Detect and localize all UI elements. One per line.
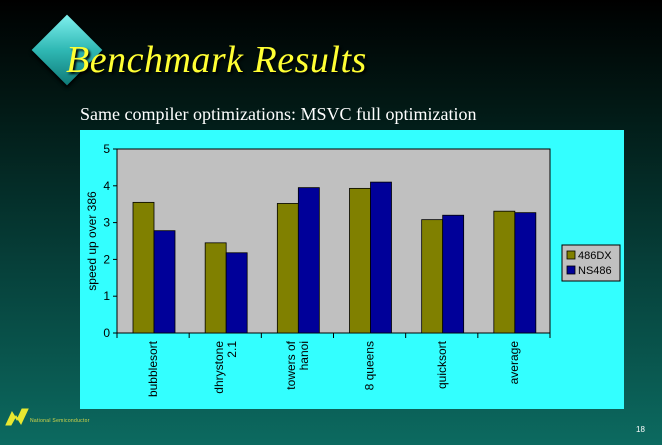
slide-subtitle: Same compiler optimizations: MSVC full o… (80, 104, 477, 124)
bar-chart: 0 1 2 3 4 5 speed up over 386 bubblesort dhrysto… (85, 142, 621, 397)
bar (225, 252, 248, 334)
national-semiconductor-logo-icon (5, 408, 29, 426)
x-tick-label: 2.1 (225, 341, 239, 358)
bar (493, 210, 516, 334)
bar (514, 212, 537, 334)
bar (132, 201, 155, 334)
legend-label: NS486 (578, 265, 612, 277)
y-tick-label: 4 (103, 179, 110, 193)
x-tick-label: dhrystone (212, 341, 226, 394)
bar (153, 230, 176, 334)
bar (421, 219, 444, 334)
legend-swatch (566, 265, 576, 275)
legend-swatch (566, 250, 576, 260)
bar (204, 242, 227, 334)
x-tick-label-group: average (507, 341, 521, 385)
x-tick-label: 8 queens (363, 341, 377, 390)
x-tick-label: hanoi (297, 341, 311, 370)
x-tick-label: towers of (284, 340, 298, 389)
footer-company-name: National Semiconductor (30, 418, 90, 424)
y-tick-label: 3 (103, 216, 110, 230)
plot-area (116, 148, 551, 334)
x-tick-label: quicksort (435, 340, 449, 389)
x-tick-label-group: 8 queens (363, 341, 377, 390)
y-tick-label: 2 (103, 252, 110, 266)
y-tick-label: 0 (103, 326, 110, 340)
page-number: 18 (636, 425, 645, 434)
y-axis-label: speed up over 386 (85, 191, 99, 291)
bar (297, 187, 320, 334)
bar (370, 181, 392, 334)
bar (442, 214, 465, 334)
bar (276, 203, 299, 334)
x-tick-label-group: towers of hanoi (284, 340, 311, 389)
x-tick-label: average (507, 341, 521, 385)
x-tick-label-group: bubblesort (146, 340, 160, 397)
y-tick-label: 1 (103, 289, 110, 303)
x-tick-label-group: dhrystone 2.1 (212, 341, 239, 394)
slide-title: Benchmark Results (66, 39, 367, 81)
legend-label: 486DX (578, 250, 612, 262)
y-tick-label: 5 (103, 142, 110, 156)
chart-panel: 0 1 2 3 4 5 speed up over 386 bubblesort dhrysto… (80, 130, 624, 409)
bar (349, 187, 371, 334)
x-tick-label-group: quicksort (435, 340, 449, 389)
x-tick-label: bubblesort (146, 340, 160, 397)
